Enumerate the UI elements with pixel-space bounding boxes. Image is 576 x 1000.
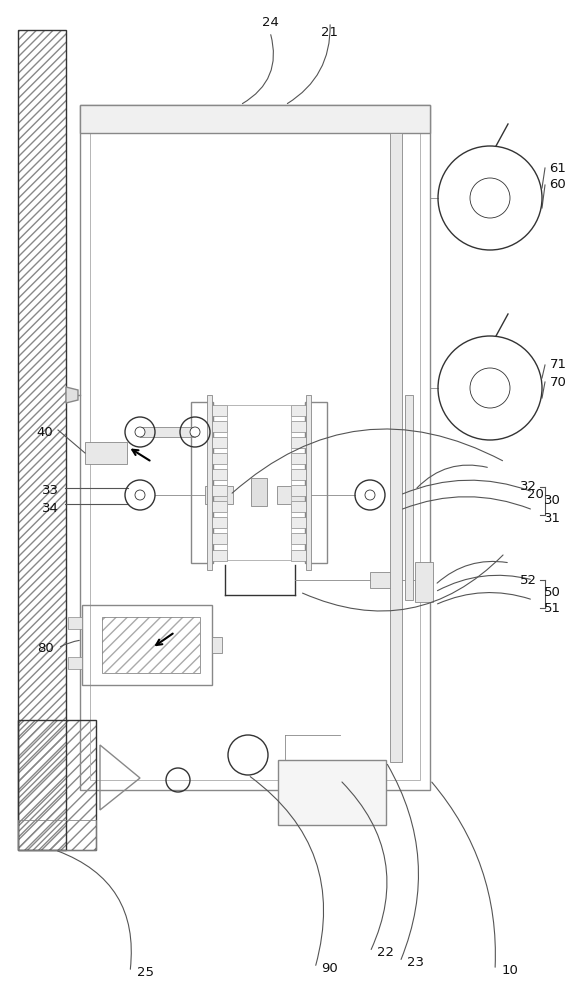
Bar: [90, 115, 420, 780]
Bar: [209, 404, 227, 416]
Bar: [305, 402, 327, 563]
Text: 23: 23: [407, 956, 423, 968]
Text: 51: 51: [544, 601, 560, 614]
Bar: [102, 617, 200, 673]
Text: 31: 31: [544, 512, 560, 524]
Bar: [209, 485, 227, 496]
Bar: [209, 517, 227, 528]
Bar: [82, 605, 212, 685]
Text: 30: 30: [544, 493, 560, 506]
Text: 70: 70: [550, 375, 566, 388]
Bar: [291, 533, 309, 544]
Bar: [18, 30, 66, 850]
Text: 24: 24: [262, 15, 278, 28]
Polygon shape: [66, 387, 78, 403]
Text: 61: 61: [550, 161, 566, 174]
Text: 10: 10: [502, 964, 518, 976]
Bar: [291, 437, 309, 448]
Text: 32: 32: [520, 481, 536, 493]
Bar: [68, 657, 82, 669]
Bar: [18, 30, 66, 850]
Circle shape: [190, 427, 200, 437]
Bar: [209, 437, 227, 448]
Bar: [291, 421, 309, 432]
Bar: [209, 453, 227, 464]
Bar: [80, 105, 430, 790]
Bar: [415, 562, 433, 602]
Text: 21: 21: [321, 25, 339, 38]
Bar: [209, 550, 227, 560]
Bar: [209, 533, 227, 544]
Bar: [277, 486, 305, 504]
Bar: [140, 427, 195, 437]
Bar: [306, 395, 311, 570]
Bar: [291, 550, 309, 560]
Bar: [291, 469, 309, 480]
Text: 22: 22: [377, 946, 393, 958]
Circle shape: [365, 490, 375, 500]
Bar: [80, 105, 430, 133]
Bar: [370, 572, 398, 588]
Text: 40: 40: [37, 426, 54, 438]
Text: 60: 60: [550, 178, 566, 192]
Bar: [85, 442, 127, 464]
Text: 50: 50: [544, 585, 560, 598]
Bar: [227, 405, 291, 560]
Bar: [209, 421, 227, 432]
Bar: [207, 395, 212, 570]
Text: 90: 90: [321, 962, 338, 974]
Bar: [209, 469, 227, 480]
Bar: [405, 395, 413, 600]
Circle shape: [135, 490, 145, 500]
Text: 25: 25: [137, 966, 153, 978]
Bar: [212, 637, 222, 653]
Bar: [18, 720, 96, 850]
Bar: [390, 133, 402, 762]
Text: 71: 71: [550, 359, 567, 371]
Bar: [251, 478, 267, 506]
Text: 33: 33: [41, 484, 59, 496]
Bar: [278, 760, 386, 825]
Bar: [68, 617, 82, 629]
Bar: [102, 617, 200, 673]
Text: 34: 34: [41, 502, 58, 514]
Bar: [291, 453, 309, 464]
Circle shape: [135, 427, 145, 437]
Bar: [18, 820, 96, 850]
Bar: [205, 486, 233, 504]
Text: 20: 20: [526, 488, 543, 502]
Bar: [291, 517, 309, 528]
Bar: [209, 501, 227, 512]
Text: 80: 80: [37, 642, 54, 654]
Bar: [291, 485, 309, 496]
Bar: [18, 720, 96, 850]
Bar: [291, 404, 309, 416]
Bar: [191, 402, 213, 563]
Text: 52: 52: [520, 574, 536, 586]
Bar: [291, 501, 309, 512]
